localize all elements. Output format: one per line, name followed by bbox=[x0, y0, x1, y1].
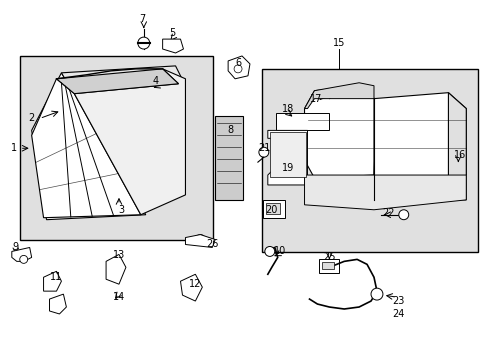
Circle shape bbox=[20, 255, 28, 264]
Circle shape bbox=[138, 37, 149, 49]
Polygon shape bbox=[32, 79, 141, 218]
Bar bbox=[263, 200, 284, 218]
Text: 19: 19 bbox=[281, 163, 293, 173]
Text: 22: 22 bbox=[382, 208, 394, 218]
Text: 13: 13 bbox=[113, 251, 125, 260]
Polygon shape bbox=[373, 93, 466, 178]
Text: 6: 6 bbox=[235, 58, 241, 68]
Polygon shape bbox=[267, 130, 307, 185]
Text: 9: 9 bbox=[13, 243, 19, 252]
Circle shape bbox=[264, 247, 274, 256]
Polygon shape bbox=[304, 86, 376, 178]
Polygon shape bbox=[32, 73, 145, 220]
Polygon shape bbox=[74, 69, 185, 215]
Text: 7: 7 bbox=[140, 14, 145, 24]
Text: 8: 8 bbox=[226, 125, 233, 135]
Polygon shape bbox=[447, 93, 466, 200]
Bar bbox=[322, 262, 334, 269]
Bar bbox=[215, 116, 243, 200]
Bar bbox=[319, 260, 339, 273]
Text: 18: 18 bbox=[281, 104, 293, 113]
Text: 10: 10 bbox=[273, 247, 285, 256]
Text: 17: 17 bbox=[309, 94, 322, 104]
Text: 3: 3 bbox=[118, 205, 124, 215]
Polygon shape bbox=[275, 113, 328, 130]
Text: 11: 11 bbox=[50, 272, 62, 282]
Text: 2: 2 bbox=[28, 113, 35, 123]
Polygon shape bbox=[163, 39, 183, 53]
Text: 12: 12 bbox=[189, 279, 201, 289]
Polygon shape bbox=[304, 83, 373, 109]
Circle shape bbox=[195, 235, 205, 244]
Polygon shape bbox=[12, 247, 32, 261]
Polygon shape bbox=[106, 255, 126, 284]
Circle shape bbox=[370, 288, 382, 300]
Bar bbox=[265, 203, 279, 214]
Bar bbox=[269, 132, 305, 177]
Text: 20: 20 bbox=[265, 205, 277, 215]
Bar bbox=[20, 56, 213, 239]
Polygon shape bbox=[180, 274, 202, 301]
Polygon shape bbox=[304, 175, 466, 210]
Polygon shape bbox=[43, 271, 61, 291]
Polygon shape bbox=[185, 235, 215, 247]
Text: 25: 25 bbox=[323, 252, 335, 262]
Polygon shape bbox=[56, 69, 178, 94]
Polygon shape bbox=[61, 66, 185, 93]
Text: 24: 24 bbox=[392, 309, 404, 319]
Text: 14: 14 bbox=[113, 292, 125, 302]
Polygon shape bbox=[49, 294, 66, 314]
Text: 1: 1 bbox=[11, 143, 17, 153]
Text: 26: 26 bbox=[205, 239, 218, 249]
Circle shape bbox=[398, 210, 408, 220]
Polygon shape bbox=[228, 56, 249, 79]
Text: 16: 16 bbox=[453, 150, 466, 160]
Text: 15: 15 bbox=[332, 38, 345, 48]
Circle shape bbox=[234, 65, 242, 73]
Circle shape bbox=[258, 147, 268, 157]
Text: 21: 21 bbox=[258, 143, 270, 153]
Text: 23: 23 bbox=[392, 296, 404, 306]
Bar bbox=[262, 69, 477, 252]
Text: 5: 5 bbox=[169, 28, 175, 38]
Text: 4: 4 bbox=[152, 76, 159, 86]
